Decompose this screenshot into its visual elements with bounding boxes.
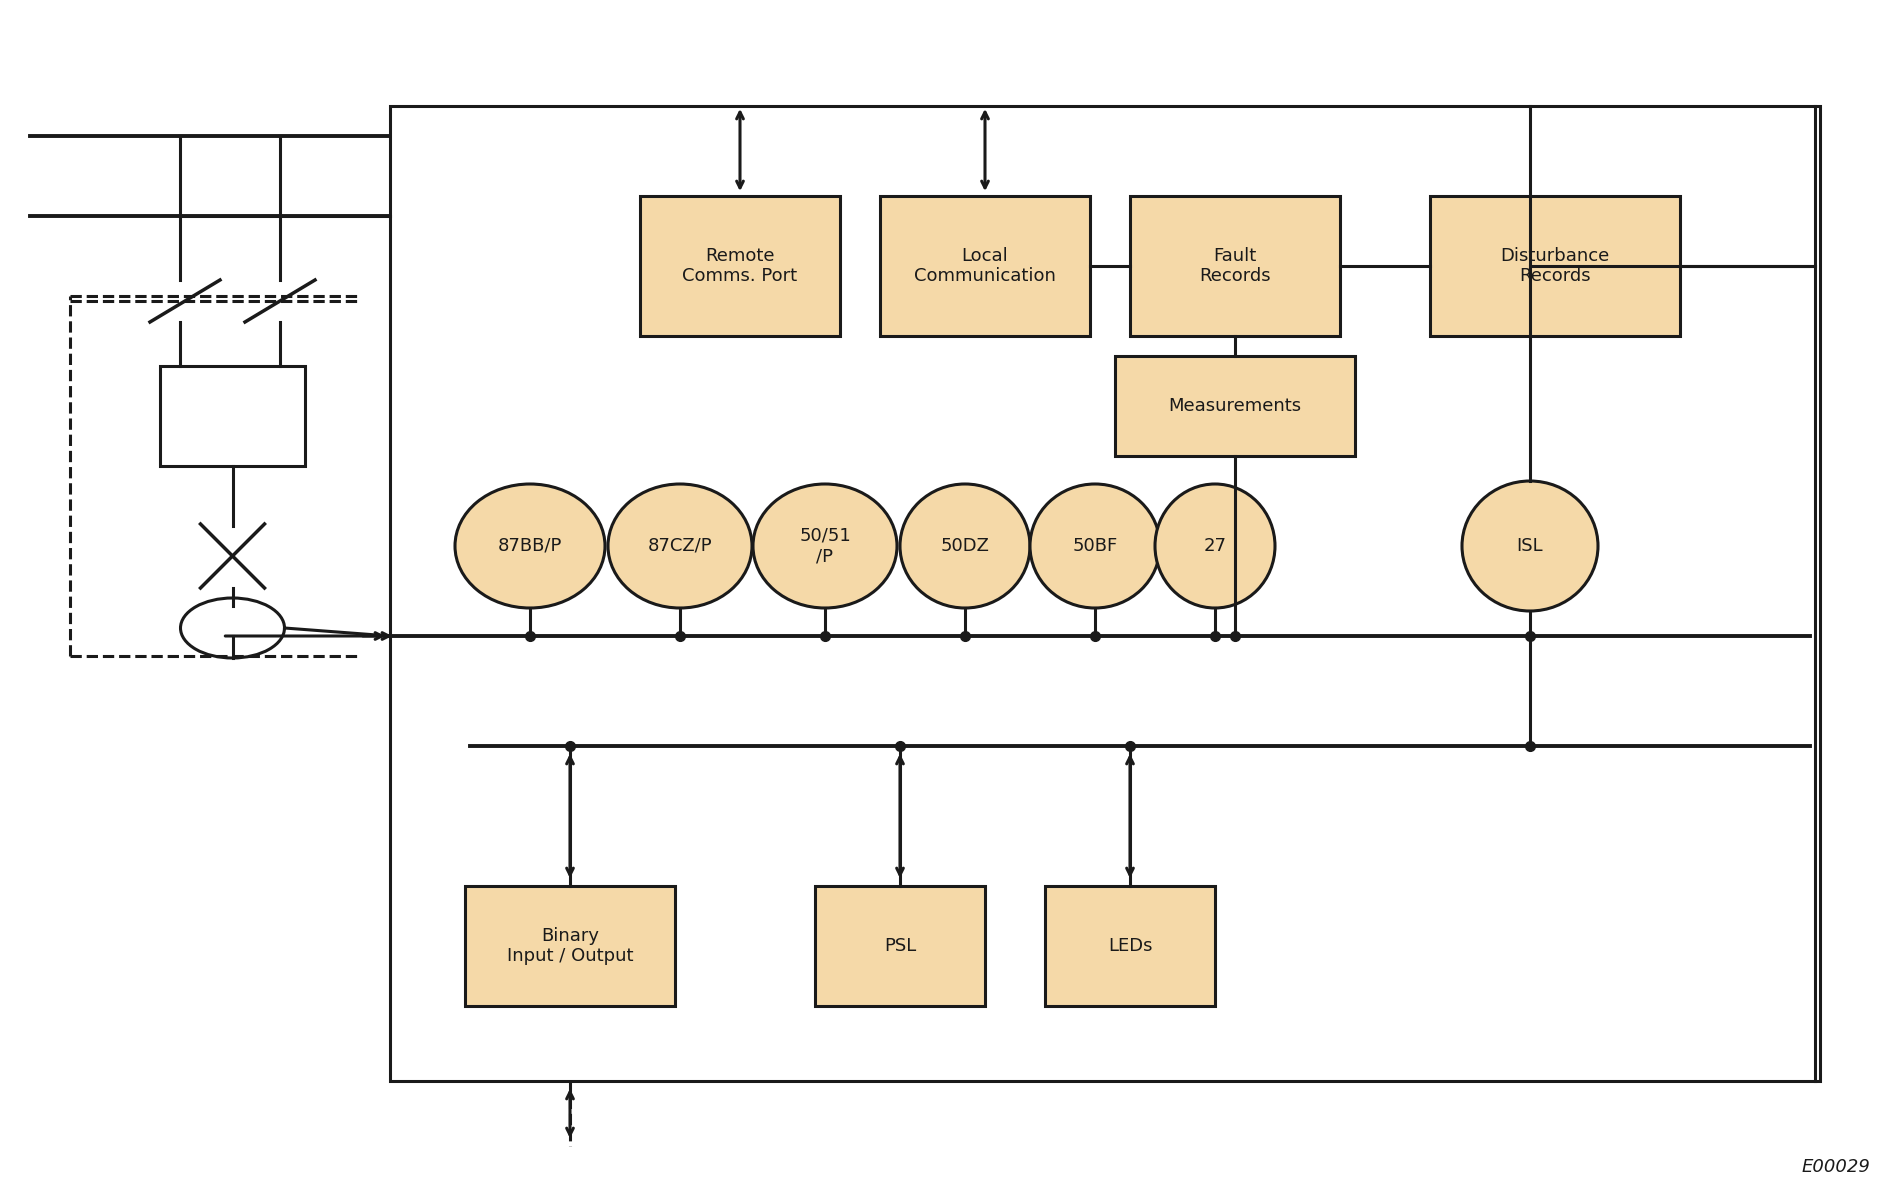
Bar xyxy=(880,196,1090,336)
Ellipse shape xyxy=(455,484,604,608)
Ellipse shape xyxy=(1154,484,1275,608)
Text: 27: 27 xyxy=(1203,537,1226,555)
Text: ISL: ISL xyxy=(1515,537,1543,555)
Bar xyxy=(389,106,1819,1081)
Text: Fault
Records: Fault Records xyxy=(1198,246,1269,286)
Text: LEDs: LEDs xyxy=(1107,936,1152,954)
Ellipse shape xyxy=(752,484,897,608)
Bar xyxy=(1430,196,1679,336)
Text: 87CZ/P: 87CZ/P xyxy=(648,537,712,555)
Text: Measurements: Measurements xyxy=(1167,397,1302,415)
Text: Disturbance
Records: Disturbance Records xyxy=(1500,246,1609,286)
Text: 50DZ: 50DZ xyxy=(941,537,990,555)
Text: PSL: PSL xyxy=(884,936,916,954)
Text: 50BF: 50BF xyxy=(1071,537,1116,555)
Bar xyxy=(1045,886,1215,1006)
Bar xyxy=(640,196,839,336)
Text: E00029: E00029 xyxy=(1800,1158,1868,1176)
Text: Remote
Comms. Port: Remote Comms. Port xyxy=(682,246,797,286)
Bar xyxy=(465,886,674,1006)
Bar xyxy=(1130,196,1339,336)
Text: Local
Communication: Local Communication xyxy=(914,246,1056,286)
Ellipse shape xyxy=(899,484,1030,608)
Ellipse shape xyxy=(1030,484,1160,608)
Bar xyxy=(161,366,304,466)
Text: Binary
Input / Output: Binary Input / Output xyxy=(506,927,633,965)
Ellipse shape xyxy=(1462,481,1598,611)
Text: 50/51
/P: 50/51 /P xyxy=(799,526,850,566)
Text: 87BB/P: 87BB/P xyxy=(497,537,561,555)
Bar xyxy=(1115,356,1354,456)
Bar xyxy=(814,886,984,1006)
Ellipse shape xyxy=(608,484,752,608)
